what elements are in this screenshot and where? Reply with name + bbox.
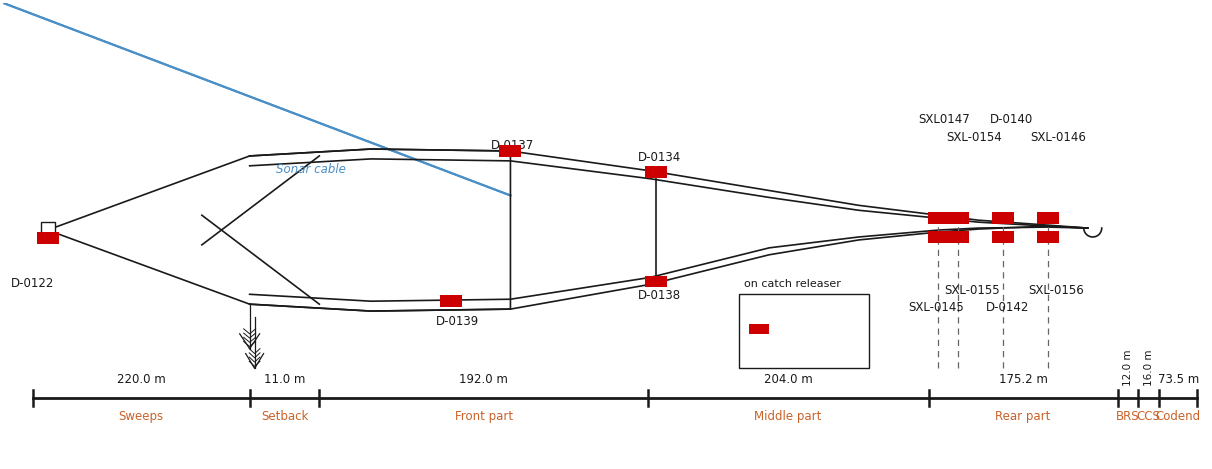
Bar (749, 324, 770, 334)
Bar (36, 232, 58, 244)
Text: D-0142: D-0142 (987, 301, 1030, 314)
Text: SXL-0154: SXL-0154 (947, 131, 1002, 144)
Bar (993, 212, 1014, 224)
Text: Front part: Front part (454, 410, 513, 423)
Text: 12.0 m: 12.0 m (1122, 350, 1132, 386)
Bar (499, 145, 521, 157)
Bar (927, 231, 949, 243)
Bar (948, 212, 970, 224)
Text: 175.2 m: 175.2 m (999, 373, 1047, 386)
Text: SXL-0146: SXL-0146 (1030, 131, 1086, 144)
Bar (739, 294, 869, 368)
Text: on catch releaser: on catch releaser (744, 302, 841, 312)
Text: SXL-0155: SXL-0155 (944, 284, 1000, 297)
Text: Middle part: Middle part (755, 410, 822, 423)
Text: on catch releaser: on catch releaser (744, 280, 841, 289)
Text: SXL-0145: SXL-0145 (909, 301, 965, 314)
Text: D-0138: D-0138 (638, 289, 681, 303)
Bar (927, 212, 949, 224)
Bar (440, 295, 462, 307)
Text: Rear part: Rear part (995, 410, 1051, 423)
Bar (1037, 231, 1059, 243)
Text: Sonar cable: Sonar cable (276, 163, 347, 176)
Text: Codend: Codend (1156, 410, 1201, 423)
Text: SXL0147: SXL0147 (919, 113, 971, 127)
Text: D-0145: D-0145 (748, 324, 790, 337)
Bar (645, 275, 667, 287)
Bar (41, 222, 55, 240)
Text: D-0140: D-0140 (990, 113, 1034, 127)
Text: 192.0 m: 192.0 m (459, 373, 508, 386)
Text: 11.0 m: 11.0 m (264, 373, 305, 386)
Bar (948, 231, 970, 243)
Text: D-0134: D-0134 (638, 151, 681, 164)
Text: CCS: CCS (1137, 410, 1160, 423)
Text: BRS: BRS (1116, 410, 1139, 423)
Text: D-0137: D-0137 (491, 139, 533, 152)
Text: Setback: Setback (261, 410, 308, 423)
Text: D-0139: D-0139 (436, 315, 479, 328)
Bar (993, 231, 1014, 243)
Text: Sweeps: Sweeps (119, 410, 164, 423)
Bar (645, 166, 667, 178)
Text: 204.0 m: 204.0 m (764, 373, 812, 386)
Text: D-0122: D-0122 (11, 278, 55, 290)
Text: 73.5 m: 73.5 m (1157, 373, 1199, 386)
Bar (1037, 212, 1059, 224)
Text: SXL-0156: SXL-0156 (1028, 284, 1084, 297)
Text: 16.0 m: 16.0 m (1143, 350, 1154, 386)
Text: 220.0 m: 220.0 m (116, 373, 166, 386)
